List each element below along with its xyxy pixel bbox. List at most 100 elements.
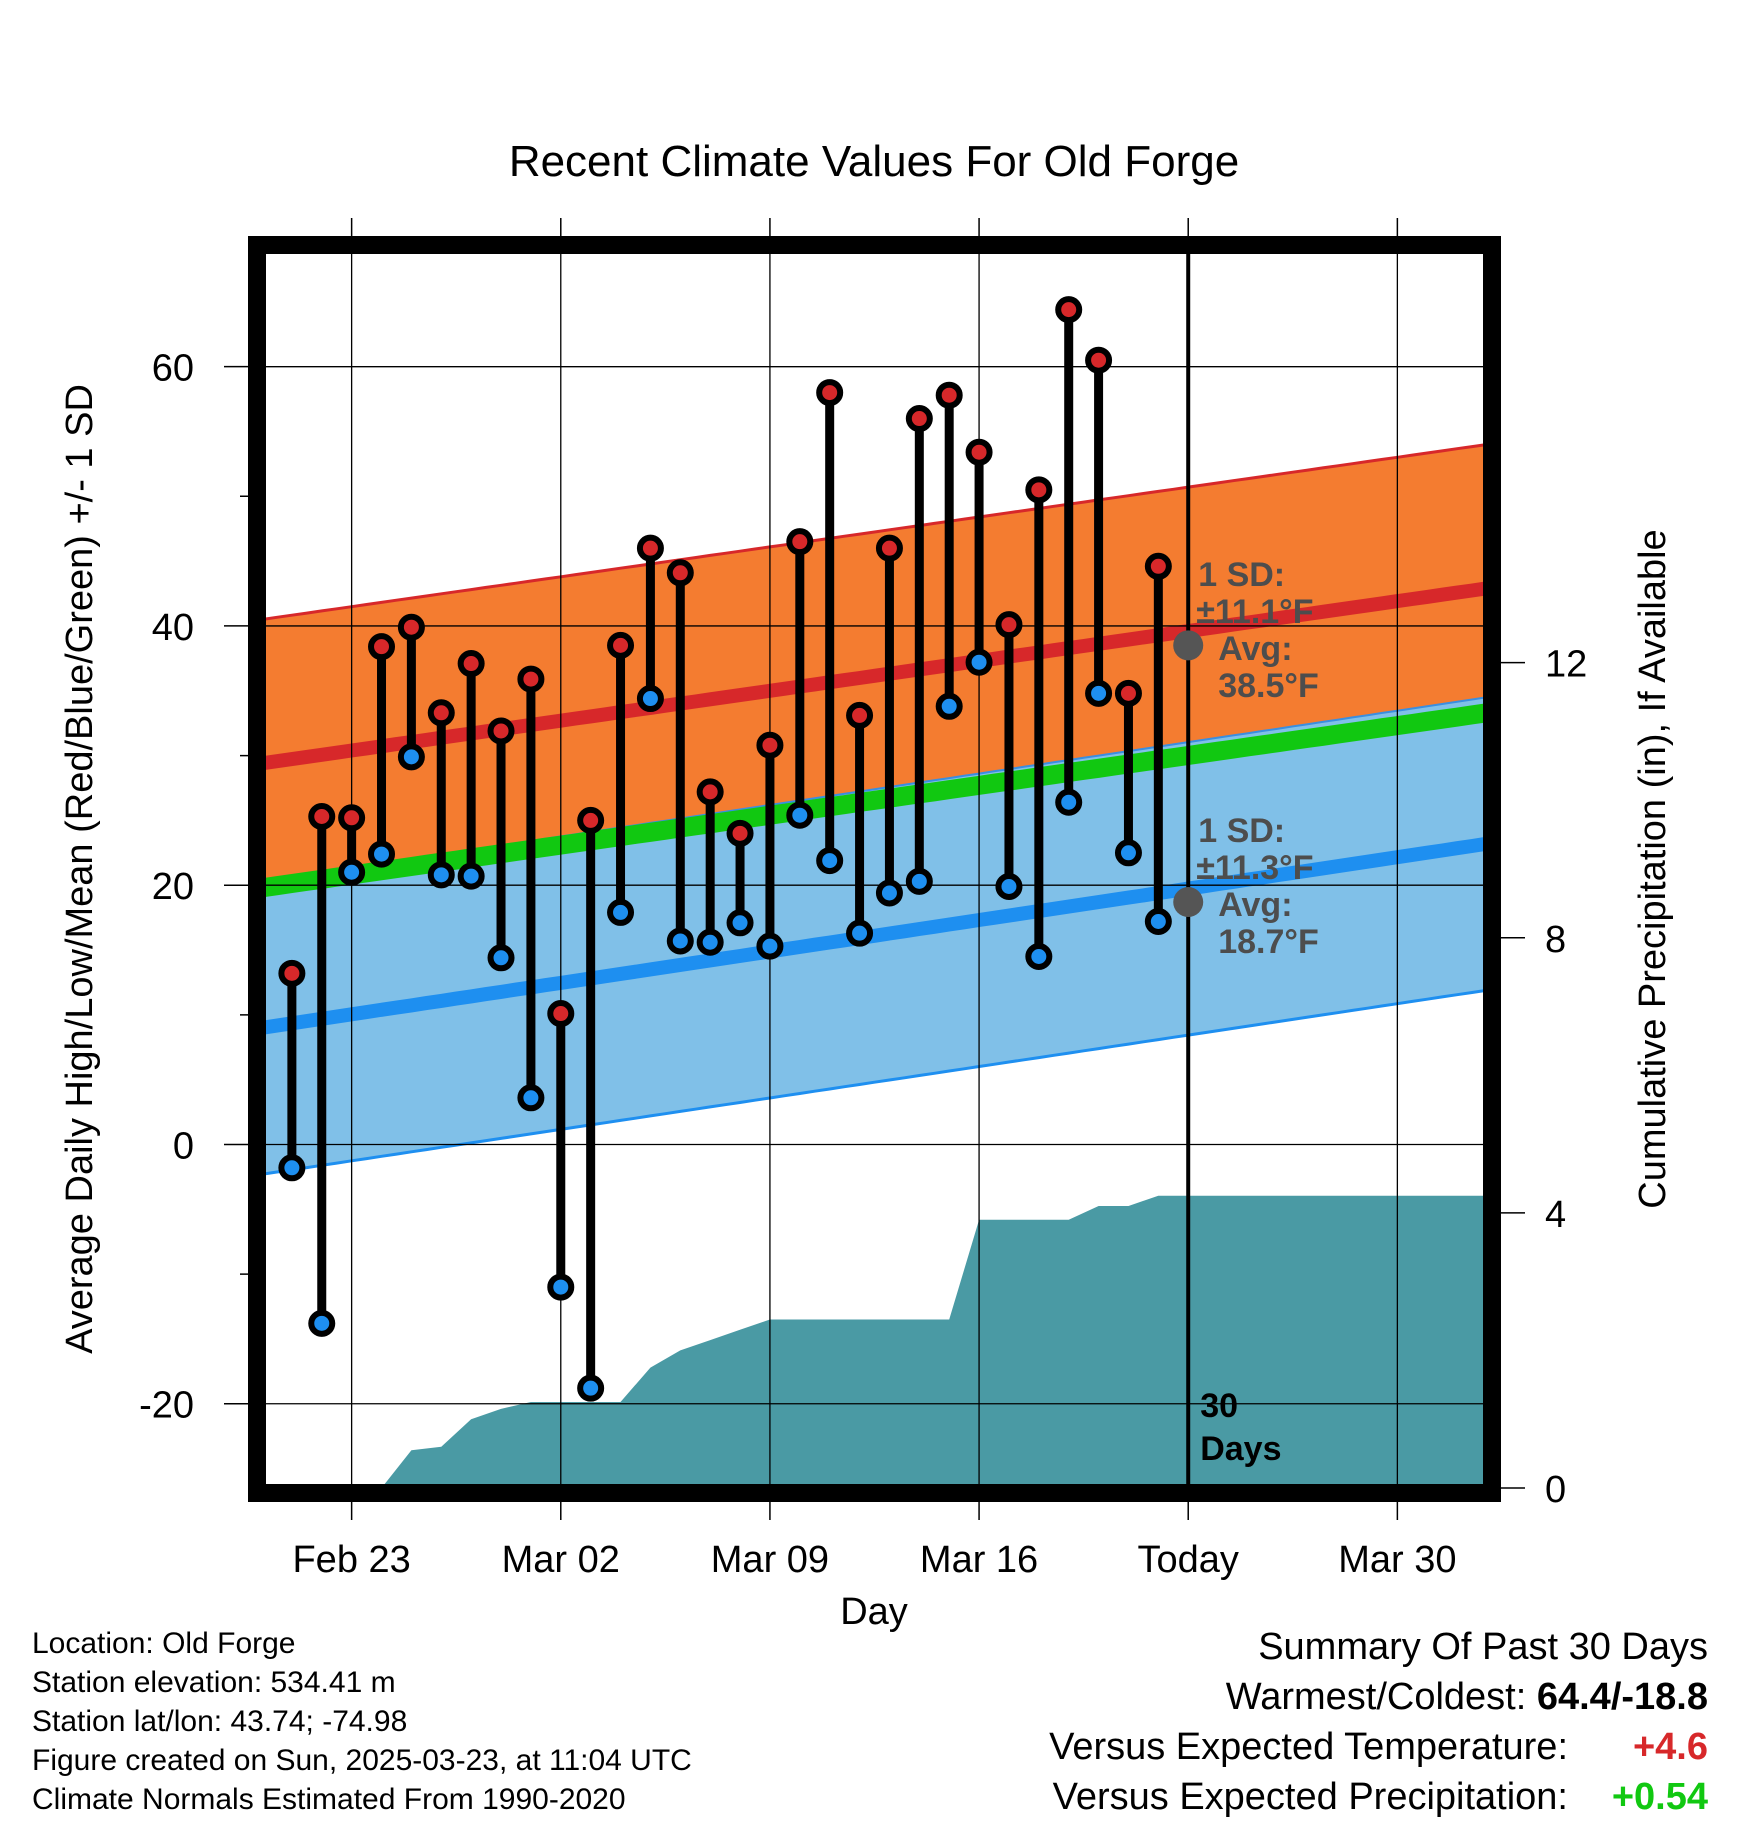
plot-frame bbox=[248, 236, 1501, 1502]
high-point bbox=[726, 819, 754, 847]
low-point bbox=[816, 847, 844, 875]
temp-label: Versus Expected Temperature: bbox=[1049, 1726, 1568, 1768]
high-point bbox=[636, 534, 664, 562]
high-point bbox=[427, 699, 455, 727]
y-tick-label-right: 8 bbox=[1545, 919, 1566, 961]
high-point bbox=[547, 1000, 575, 1028]
days-count-label: 30 bbox=[1200, 1387, 1238, 1425]
high-point bbox=[935, 381, 963, 409]
station-info: Location: Old Forge Station elevation: 5… bbox=[32, 1624, 692, 1819]
temp-value: +4.6 bbox=[1632, 1726, 1708, 1768]
avg-low-marker bbox=[1173, 887, 1204, 918]
warm-cold-label: Warmest/Coldest: bbox=[1225, 1676, 1537, 1718]
summary-title: Summary Of Past 30 Days bbox=[1258, 1626, 1708, 1668]
normal-bands bbox=[262, 443, 1487, 1176]
warm-cold-value: 64.4/-18.8 bbox=[1536, 1676, 1708, 1718]
low-sd-label-line: Avg: bbox=[1218, 886, 1292, 924]
high-point bbox=[875, 534, 903, 562]
low-point bbox=[1114, 839, 1142, 867]
low-point bbox=[427, 861, 455, 889]
x-tick-label: Mar 02 bbox=[502, 1539, 620, 1581]
low-point bbox=[1055, 788, 1083, 816]
low-sd-label-line: 18.7°F bbox=[1218, 923, 1319, 961]
high-point bbox=[905, 405, 933, 433]
high-point bbox=[397, 613, 425, 641]
created-text: Figure created on Sun, 2025-03-23, at 11… bbox=[32, 1744, 692, 1777]
high-point bbox=[786, 528, 814, 556]
high-sd-label-line: 38.5°F bbox=[1218, 667, 1319, 705]
low-point bbox=[696, 928, 724, 956]
high-point bbox=[666, 559, 694, 587]
y-axis-label-left: Average Daily High/Low/Mean (Red/Blue/Gr… bbox=[59, 384, 101, 1354]
x-tick-label: Feb 23 bbox=[292, 1539, 410, 1581]
low-point bbox=[846, 919, 874, 947]
high-point bbox=[965, 438, 993, 466]
high-point bbox=[816, 379, 844, 407]
x-tick-label: Mar 16 bbox=[920, 1539, 1038, 1581]
high-point bbox=[577, 806, 605, 834]
high-mean-line bbox=[262, 581, 1487, 771]
x-tick-label: Mar 09 bbox=[711, 1539, 829, 1581]
location-text: Location: Old Forge bbox=[32, 1627, 296, 1660]
low-point bbox=[1085, 679, 1113, 707]
low-point bbox=[308, 1309, 336, 1337]
precip-label: Versus Expected Precipitation: bbox=[1052, 1776, 1568, 1818]
chart-title: Recent Climate Values For Old Forge bbox=[509, 137, 1239, 186]
y-tick-label-left: 60 bbox=[152, 348, 194, 390]
low-point bbox=[1144, 908, 1172, 936]
days-word-label: Days bbox=[1200, 1430, 1281, 1468]
elevation-text: Station elevation: 534.41 m bbox=[32, 1666, 396, 1699]
low-point bbox=[278, 1154, 306, 1182]
precipitation-area bbox=[306, 1195, 1487, 1488]
y-axis-label-right: Cumulative Precipitation (in), If Availa… bbox=[1632, 529, 1674, 1208]
normals-text: Climate Normals Estimated From 1990-2020 bbox=[32, 1783, 626, 1816]
tick-labels: Feb 23 Mar 02 Mar 09 Mar 16 Today Mar 30 -20 0 2… bbox=[139, 348, 1587, 1581]
today-line: 30 Days bbox=[1186, 250, 1282, 1488]
avg-high-marker bbox=[1173, 630, 1204, 661]
low-point bbox=[1025, 943, 1053, 971]
summary-panel: Summary Of Past 30 Days Warmest/Coldest:… bbox=[1049, 1622, 1708, 1822]
low-sd-label-line: 1 SD: bbox=[1198, 812, 1285, 850]
warm-cold-row: Warmest/Coldest: 64.4/-18.8 bbox=[1049, 1672, 1708, 1722]
high-point bbox=[846, 701, 874, 729]
low-point bbox=[368, 840, 396, 868]
high-sd-label-line: Avg: bbox=[1218, 630, 1292, 668]
y-tick-label-left: -20 bbox=[139, 1385, 194, 1427]
low-point bbox=[636, 685, 664, 713]
y-tick-label-left: 0 bbox=[173, 1125, 194, 1167]
low-point bbox=[935, 692, 963, 720]
precip-row: Versus Expected Precipitation: +0.54 bbox=[1049, 1772, 1708, 1822]
low-point bbox=[875, 879, 903, 907]
high-point bbox=[696, 778, 724, 806]
low-point bbox=[517, 1084, 545, 1112]
high-point bbox=[1144, 552, 1172, 580]
high-point bbox=[1114, 679, 1142, 707]
latlon-text: Station lat/lon: 43.74; -74.98 bbox=[32, 1705, 408, 1738]
high-point bbox=[756, 731, 784, 759]
high-point bbox=[368, 633, 396, 661]
high-point bbox=[278, 959, 306, 987]
low-sd-label-line: ±11.3°F bbox=[1196, 849, 1313, 887]
low-point bbox=[905, 867, 933, 895]
low-point bbox=[726, 909, 754, 937]
high-point bbox=[1025, 476, 1053, 504]
low-mean-line bbox=[262, 836, 1487, 1035]
temp-row: Versus Expected Temperature: +4.6 bbox=[1049, 1722, 1708, 1772]
high-point bbox=[995, 611, 1023, 639]
low-point bbox=[756, 932, 784, 960]
y-tick-label-right: 0 bbox=[1545, 1469, 1566, 1511]
high-sd-label-line: ±11.1°F bbox=[1196, 593, 1313, 631]
high-sd-label-line: 1 SD: bbox=[1198, 556, 1285, 594]
observations bbox=[278, 296, 1172, 1402]
high-point bbox=[607, 631, 635, 659]
x-tick-label: Today bbox=[1138, 1539, 1239, 1581]
y-tick-label-right: 12 bbox=[1545, 644, 1587, 686]
precip-value: +0.54 bbox=[1611, 1776, 1708, 1818]
low-point bbox=[397, 743, 425, 771]
high-point bbox=[1085, 346, 1113, 374]
low-point bbox=[457, 862, 485, 890]
low-point bbox=[666, 927, 694, 955]
x-tick-label: Mar 30 bbox=[1338, 1539, 1456, 1581]
